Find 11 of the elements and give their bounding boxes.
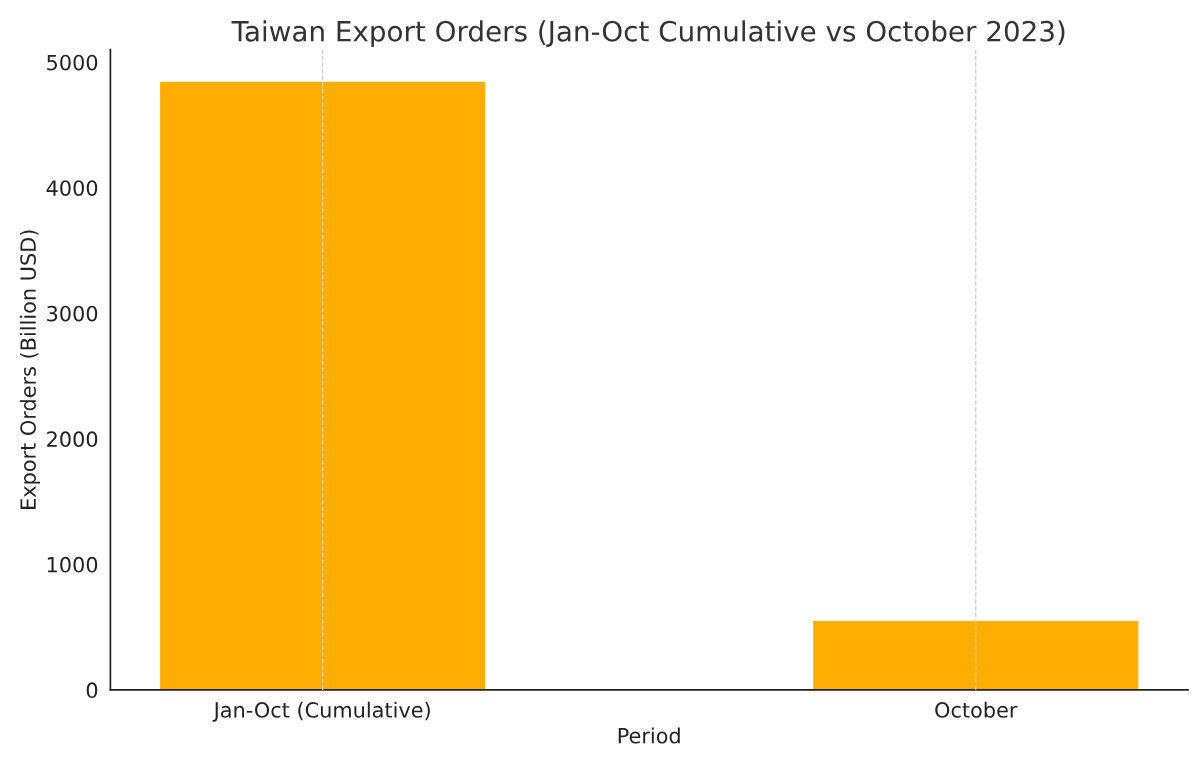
y-axis-title: Export Orders (Billion USD)	[19, 230, 41, 509]
y-tick-label: 3000	[47, 305, 98, 322]
x-tick-label: October	[935, 701, 1018, 718]
x-axis-title: Period	[618, 727, 680, 744]
y-tick-label: 4000	[46, 180, 98, 196]
y-tick-label: 5000	[47, 54, 98, 71]
y-tick-label: 0	[86, 682, 98, 699]
x-tick-label: Jan-Oct (Cumulative)	[212, 701, 430, 722]
chart-title: Taiwan Export Orders (Jan-Oct Cumulative vs October 2023)	[231, 20, 1065, 48]
y-tick-label: 2000	[47, 431, 98, 448]
y-tick-label: 1000	[47, 556, 98, 573]
